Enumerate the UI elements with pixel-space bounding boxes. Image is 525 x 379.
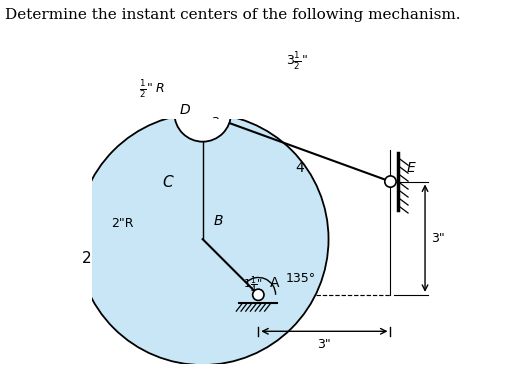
Text: C: C [163,175,173,190]
Text: Determine the instant centers of the following mechanism.: Determine the instant centers of the fol… [5,8,461,22]
Text: 3": 3" [432,232,445,245]
Text: 3": 3" [318,338,331,351]
Text: 2"R: 2"R [111,217,133,230]
Text: B: B [214,214,224,228]
Text: D: D [180,103,190,117]
Text: 4: 4 [296,161,304,175]
Circle shape [199,110,206,117]
Circle shape [174,85,231,142]
Circle shape [253,289,264,301]
Text: $\frac{1}{2}$" $R$: $\frac{1}{2}$" $R$ [139,78,165,100]
Text: $3\frac{1}{2}$": $3\frac{1}{2}$" [286,50,308,72]
Text: 2: 2 [81,251,91,266]
Text: A: A [270,276,279,290]
Circle shape [77,113,329,365]
Circle shape [385,176,396,187]
Text: E: E [406,161,415,175]
Text: 135°: 135° [286,272,316,285]
Text: 3: 3 [212,116,219,129]
Text: $1\frac{1}{4}$": $1\frac{1}{4}$" [243,274,262,296]
